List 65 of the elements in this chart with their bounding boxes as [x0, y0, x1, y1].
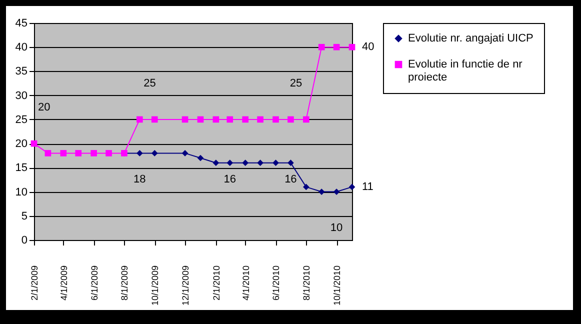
y-tick-label: 5: [21, 210, 28, 222]
data-label: 11: [362, 180, 374, 193]
point: [272, 116, 279, 123]
point: [151, 116, 158, 123]
point: [212, 116, 220, 123]
data-label: 20: [38, 101, 50, 114]
point: [272, 160, 279, 166]
point: [136, 116, 143, 123]
data-label: 10: [330, 222, 343, 234]
point: [44, 150, 52, 156]
point: [136, 150, 143, 156]
point: [212, 160, 220, 166]
point: [197, 116, 204, 123]
x-tick-label: 8/1/2010: [302, 266, 312, 301]
point: [333, 188, 340, 195]
x-tick-label: 12/1/2009: [180, 266, 191, 306]
point: [182, 150, 188, 156]
point: [226, 160, 234, 166]
point: [288, 160, 294, 166]
point: [318, 188, 325, 195]
point: [302, 184, 310, 190]
point: [197, 154, 204, 162]
y-tick-label: 45: [15, 18, 28, 30]
y-tick-label: 40: [15, 42, 28, 54]
point: [60, 150, 67, 156]
legend-label: Evolutie nr. angajati UICP: [408, 32, 534, 44]
y-tick-label: 20: [15, 138, 28, 150]
point: [182, 116, 188, 123]
point: [226, 116, 234, 123]
x-tick-label: 10/1/2010: [332, 266, 342, 306]
point: [288, 116, 294, 123]
point: [318, 44, 325, 50]
data-label: 16: [224, 174, 236, 186]
point: [106, 150, 112, 156]
y-tick-label: 15: [15, 162, 28, 174]
point: [151, 150, 158, 156]
data-label: 16: [284, 174, 297, 186]
y-tick-label: 10: [15, 186, 28, 198]
data-label: 25: [144, 77, 156, 90]
x-tick-label: 2/1/2010: [211, 266, 222, 301]
point: [75, 150, 82, 156]
data-label: 40: [362, 41, 374, 54]
point: [257, 116, 264, 123]
data-label: 25: [290, 77, 302, 90]
x-tick-label: 2/1/2009: [30, 266, 40, 301]
point: [242, 160, 248, 166]
point: [333, 44, 340, 50]
x-tick-label: 8/1/2009: [120, 266, 130, 301]
point: [348, 184, 356, 190]
x-tick-label: 4/1/2010: [240, 266, 251, 301]
x-tick-label: 6/1/2010: [271, 266, 282, 301]
y-tick-label: 0: [21, 234, 28, 246]
x-tick-label: 6/1/2009: [89, 266, 100, 301]
point: [348, 44, 356, 50]
y-tick-label: 25: [15, 114, 28, 126]
x-tick-label: 4/1/2009: [58, 266, 69, 301]
y-tick-label: 35: [15, 66, 28, 78]
point: [242, 116, 248, 123]
y-tick-label: 30: [15, 90, 28, 102]
legend-label: Evolutie in functie de nr proiecte: [408, 58, 523, 84]
point: [257, 160, 264, 166]
point: [90, 150, 97, 156]
x-tick-label: 10/1/2009: [150, 266, 160, 306]
data-label: 18: [134, 174, 146, 186]
point: [302, 116, 310, 123]
